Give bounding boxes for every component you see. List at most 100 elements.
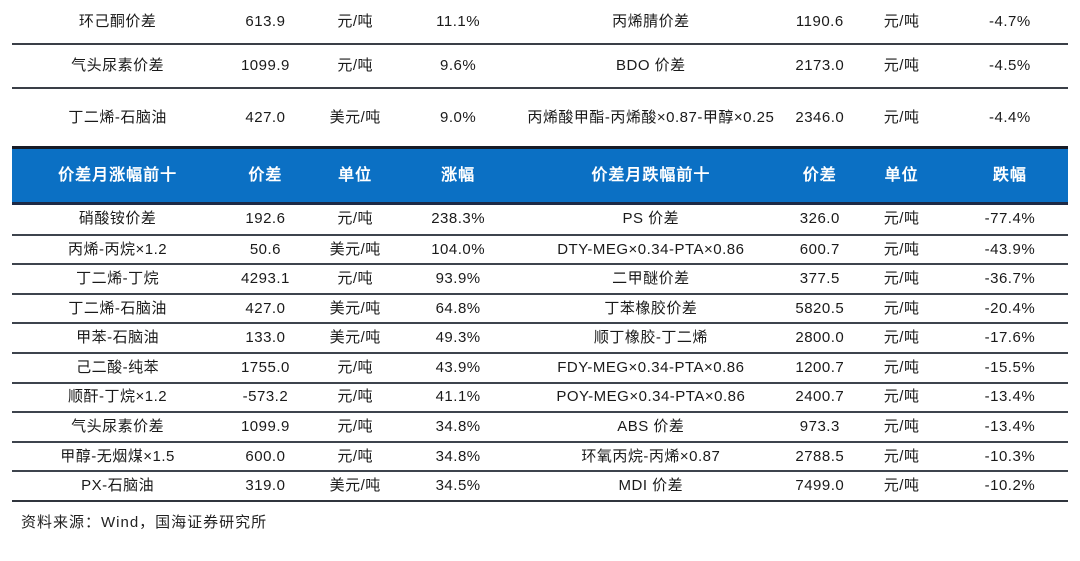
loser-spread: 2400.7	[788, 382, 852, 414]
loser-unit: 元/吨	[851, 382, 952, 414]
spread-name: 丙烯腈价差	[513, 0, 789, 45]
loser-unit: 元/吨	[851, 412, 952, 443]
loser-name: FDY-MEG×0.34-PTA×0.86	[513, 352, 789, 384]
gainer-spread: 4293.1	[223, 264, 308, 295]
loser-change: -43.9%	[951, 234, 1068, 266]
spread-value: 1099.9	[223, 44, 308, 89]
spread-name: 丙烯酸甲酯-丙烯酸×0.87-甲醇×0.25	[527, 108, 775, 126]
table-row: 丁二烯-丁烷 4293.1 元/吨 93.9% 二甲醚价差 377.5 元/吨 …	[12, 264, 1068, 295]
loser-name: 顺丁橡胶-丁二烯	[513, 323, 789, 354]
spread-name: 环己酮价差	[12, 0, 224, 45]
loser-change: -36.7%	[951, 264, 1068, 295]
table-row: 丁二烯-石脑油 427.0 美元/吨 64.8% 丁苯橡胶价差 5820.5 元…	[12, 293, 1068, 325]
loser-spread: 326.0	[788, 205, 852, 236]
spread-unit: 元/吨	[851, 0, 952, 45]
spread-unit: 元/吨	[883, 108, 920, 126]
gainer-name: PX-石脑油	[12, 471, 224, 502]
table-row: 硝酸铵价差 192.6 元/吨 238.3% PS 价差 326.0 元/吨 -…	[12, 205, 1068, 236]
header-losers-spread: 价差	[802, 166, 837, 184]
table-row: 顺酐-丁烷×1.2 -573.2 元/吨 41.1% POY-MEG×0.34-…	[12, 382, 1068, 414]
gainer-unit: 美元/吨	[307, 471, 403, 502]
spread-value: 1190.6	[788, 0, 852, 45]
section-header-band: 价差月涨幅前十 价差 单位 涨幅 价差月跌幅前十 价差 单位 跌幅	[12, 146, 1068, 205]
table-row: 丙烯-丙烷×1.2 50.6 美元/吨 104.0% DTY-MEG×0.34-…	[12, 234, 1068, 266]
loser-spread: 7499.0	[788, 471, 852, 502]
spread-value: 427.0	[245, 108, 286, 126]
loser-spread: 2800.0	[788, 323, 852, 354]
spread-unit: 美元/吨	[329, 108, 381, 126]
gainer-unit: 元/吨	[307, 205, 403, 236]
gainer-change: 41.1%	[402, 382, 514, 414]
table-wrapper: 环己酮价差 613.9 元/吨 11.1% 丙烯腈价差 1190.6 元/吨 -…	[12, 0, 1068, 502]
gainer-name: 甲醇-无烟煤×1.5	[12, 441, 224, 473]
spread-name: BDO 价差	[513, 44, 789, 89]
gainer-unit: 元/吨	[307, 264, 403, 295]
loser-unit: 元/吨	[851, 234, 952, 266]
gainer-spread: 319.0	[223, 471, 308, 502]
loser-change: -10.3%	[951, 441, 1068, 473]
gainer-name: 顺酐-丁烷×1.2	[12, 382, 224, 414]
table-row: 甲苯-石脑油 133.0 美元/吨 49.3% 顺丁橡胶-丁二烯 2800.0 …	[12, 323, 1068, 354]
loser-change: -15.5%	[951, 352, 1068, 384]
gainer-change: 64.8%	[402, 293, 514, 325]
gainer-name: 甲苯-石脑油	[12, 323, 224, 354]
loser-spread: 1200.7	[788, 352, 852, 384]
gainer-spread: 1755.0	[223, 352, 308, 384]
header-losers-title: 价差月跌幅前十	[591, 166, 711, 184]
loser-change: -17.6%	[951, 323, 1068, 354]
loser-name: MDI 价差	[513, 471, 789, 502]
loser-change: -13.4%	[951, 382, 1068, 414]
header-gainers-title: 价差月涨幅前十	[58, 166, 178, 184]
spread-pct: 9.6%	[402, 44, 514, 89]
loser-name: POY-MEG×0.34-PTA×0.86	[513, 382, 789, 414]
spread-unit: 元/吨	[851, 44, 952, 89]
gainer-spread: 1099.9	[223, 412, 308, 443]
table-row: 己二酸-纯苯 1755.0 元/吨 43.9% FDY-MEG×0.34-PTA…	[12, 352, 1068, 384]
gainer-spread: 600.0	[223, 441, 308, 473]
table-row: 气头尿素价差 1099.9 元/吨 34.8% ABS 价差 973.3 元/吨…	[12, 412, 1068, 443]
loser-change: -13.4%	[951, 412, 1068, 443]
header-losers-unit: 单位	[884, 166, 919, 184]
loser-name: ABS 价差	[513, 412, 789, 443]
gainer-unit: 元/吨	[307, 352, 403, 384]
gainer-change: 34.5%	[402, 471, 514, 502]
gainer-unit: 元/吨	[307, 441, 403, 473]
main-table: 硝酸铵价差 192.6 元/吨 238.3% PS 价差 326.0 元/吨 -…	[12, 205, 1068, 502]
gainer-spread: 50.6	[223, 234, 308, 266]
loser-spread: 600.7	[788, 234, 852, 266]
header-losers-change: 跌幅	[992, 166, 1027, 184]
table-row: PX-石脑油 319.0 美元/吨 34.5% MDI 价差 7499.0 元/…	[12, 471, 1068, 502]
gainer-unit: 元/吨	[307, 412, 403, 443]
loser-unit: 元/吨	[851, 471, 952, 502]
gainer-name: 丁二烯-石脑油	[12, 293, 224, 325]
header-gainers-unit: 单位	[338, 166, 373, 184]
gainer-change: 43.9%	[402, 352, 514, 384]
loser-unit: 元/吨	[851, 441, 952, 473]
table-row: 气头尿素价差 1099.9 元/吨 9.6% BDO 价差 2173.0 元/吨…	[12, 44, 1068, 89]
table-row: 甲醇-无烟煤×1.5 600.0 元/吨 34.8% 环氧丙烷-丙烯×0.87 …	[12, 441, 1068, 473]
gainer-name: 硝酸铵价差	[12, 205, 224, 236]
loser-spread: 5820.5	[788, 293, 852, 325]
loser-change: -20.4%	[951, 293, 1068, 325]
gainer-unit: 美元/吨	[307, 293, 403, 325]
loser-name: 环氧丙烷-丙烯×0.87	[513, 441, 789, 473]
loser-name: 二甲醚价差	[513, 264, 789, 295]
gainer-change: 238.3%	[402, 205, 514, 236]
spread-pct: -4.5%	[951, 44, 1068, 89]
loser-unit: 元/吨	[851, 323, 952, 354]
loser-change: -77.4%	[951, 205, 1068, 236]
gainer-spread: 192.6	[223, 205, 308, 236]
header-gainers-change: 涨幅	[441, 166, 476, 184]
spread-pct: -4.4%	[989, 108, 1031, 126]
table-row: 环己酮价差 613.9 元/吨 11.1% 丙烯腈价差 1190.6 元/吨 -…	[12, 0, 1068, 45]
gainer-name: 气头尿素价差	[12, 412, 224, 443]
gainer-change: 34.8%	[402, 412, 514, 443]
spread-value: 613.9	[223, 0, 308, 45]
loser-spread: 2788.5	[788, 441, 852, 473]
spread-name: 气头尿素价差	[12, 44, 224, 89]
header-row: 价差月涨幅前十 价差 单位 涨幅 价差月跌幅前十 价差 单位 跌幅	[12, 148, 1068, 204]
gainer-spread: -573.2	[223, 382, 308, 414]
spread-unit: 元/吨	[307, 0, 403, 45]
gainer-unit: 美元/吨	[307, 234, 403, 266]
loser-name: PS 价差	[513, 205, 789, 236]
